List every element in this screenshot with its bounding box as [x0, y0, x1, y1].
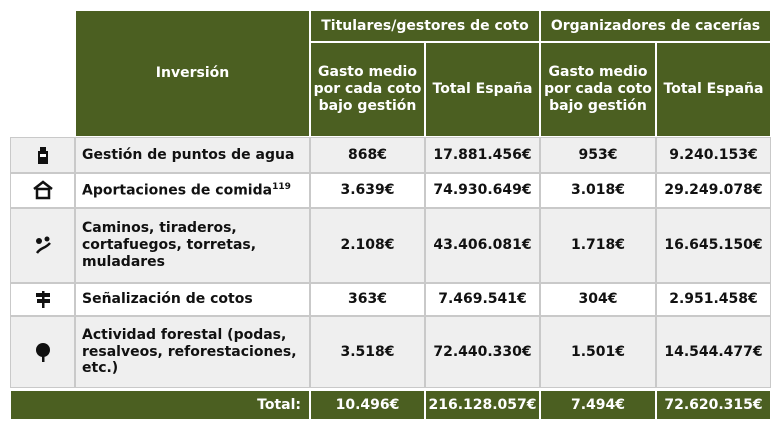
- cell-text: 7.469.541€: [438, 291, 527, 308]
- icon: [35, 291, 50, 308]
- value-cell: 3.018€: [540, 173, 656, 208]
- cell-text: Total España: [432, 81, 533, 98]
- value-cell: 17.881.456€: [425, 137, 540, 173]
- group-header: Titulares/gestores de coto: [310, 10, 540, 42]
- row-label: Caminos, tiraderos, cortafuegos, torreta…: [75, 208, 310, 283]
- total-value: 7.494€: [540, 390, 656, 420]
- cell-text: 74.930.649€: [433, 182, 532, 199]
- total-value: 72.620.315€: [656, 390, 771, 420]
- column-header: Total España: [656, 42, 771, 137]
- value-cell: 363€: [310, 283, 425, 316]
- column-header: Gasto medio por cada coto bajo gestión: [540, 42, 656, 137]
- cell-text: Total España: [663, 81, 764, 98]
- value-cell: 7.469.541€: [425, 283, 540, 316]
- cell-text: 3.018€: [570, 182, 626, 199]
- row-label: Aportaciones de comida119: [75, 173, 310, 208]
- row-label: Gestión de puntos de agua: [75, 137, 310, 173]
- cell-text: 72.620.315€: [664, 396, 763, 413]
- value-cell: 953€: [540, 137, 656, 173]
- cell-text: 16.645.150€: [664, 237, 763, 254]
- cell-text: 868€: [348, 146, 387, 163]
- cell-text: 1.718€: [570, 237, 626, 254]
- cell-text: 29.249.078€: [664, 182, 763, 199]
- cell-text: Caminos, tiraderos, cortafuegos, torreta…: [82, 220, 257, 270]
- cell-text: Gestión de puntos de agua: [82, 146, 295, 163]
- column-header: Gasto medio por cada coto bajo gestión: [310, 42, 425, 137]
- value-cell: 2.951.458€: [656, 283, 771, 316]
- cell-text: Actividad forestal (podas, resalveos, re…: [82, 326, 297, 377]
- icon: [35, 236, 51, 254]
- value-cell: 2.108€: [310, 208, 425, 283]
- value-cell: 868€: [310, 137, 425, 173]
- cell-text: Gasto medio por cada coto bajo gestión: [544, 64, 652, 114]
- cell-text: 953€: [578, 146, 618, 163]
- cell-text: Inversión: [155, 65, 230, 82]
- value-cell: 43.406.081€: [425, 208, 540, 283]
- cell-text: 3.639€: [340, 182, 395, 199]
- cell-text: Aportaciones de comida119: [82, 181, 291, 199]
- row-label: Actividad forestal (podas, resalveos, re…: [75, 316, 310, 388]
- total-value: 216.128.057€: [425, 390, 540, 420]
- cell-text: 10.496€: [335, 396, 400, 413]
- row-icon: [10, 283, 75, 316]
- row-icon: [10, 173, 75, 208]
- icon: [37, 146, 48, 164]
- group-header: Organizadores de cacerías: [540, 10, 771, 42]
- cell-text: Titulares/gestores de coto: [321, 17, 529, 34]
- cell-text: 43.406.081€: [433, 237, 532, 254]
- column-header: Total España: [425, 42, 540, 137]
- row-label: Señalización de cotos: [75, 283, 310, 316]
- row-icon: [10, 316, 75, 388]
- cell-text: 304€: [578, 291, 618, 308]
- value-cell: 3.639€: [310, 173, 425, 208]
- header-cell: Inversión: [75, 10, 310, 137]
- cell-text: 9.240.153€: [669, 146, 758, 163]
- cell-text: Gasto medio por cada coto bajo gestión: [313, 64, 422, 114]
- cell-text: 17.881.456€: [433, 146, 532, 163]
- footnote: 119: [272, 181, 291, 192]
- cell-text: 3.518€: [340, 343, 395, 360]
- cell-text: Total:: [257, 396, 301, 413]
- value-cell: 29.249.078€: [656, 173, 771, 208]
- value-cell: 1.718€: [540, 208, 656, 283]
- icon: [35, 342, 50, 362]
- total-value: 10.496€: [310, 390, 425, 420]
- value-cell: 9.240.153€: [656, 137, 771, 173]
- cell-text: Organizadores de cacerías: [550, 17, 761, 34]
- value-cell: 1.501€: [540, 316, 656, 388]
- row-icon: [10, 208, 75, 283]
- value-cell: 14.544.477€: [656, 316, 771, 388]
- cell-text: 7.494€: [570, 396, 626, 413]
- value-cell: 304€: [540, 283, 656, 316]
- value-cell: 3.518€: [310, 316, 425, 388]
- value-cell: 72.440.330€: [425, 316, 540, 388]
- cell-text: 72.440.330€: [433, 343, 532, 360]
- cell-text: 216.128.057€: [428, 396, 537, 413]
- icon: [32, 180, 53, 200]
- cell-text: 2.951.458€: [669, 291, 758, 308]
- cell-text: 363€: [348, 291, 387, 308]
- cell-text: 14.544.477€: [664, 343, 763, 360]
- value-cell: 74.930.649€: [425, 173, 540, 208]
- total-label: Total:: [10, 390, 310, 420]
- value-cell: 16.645.150€: [656, 208, 771, 283]
- cell-text: Señalización de cotos: [82, 291, 253, 308]
- cell-text: 1.501€: [570, 343, 626, 360]
- row-icon: [10, 137, 75, 173]
- cell-text: 2.108€: [340, 237, 395, 254]
